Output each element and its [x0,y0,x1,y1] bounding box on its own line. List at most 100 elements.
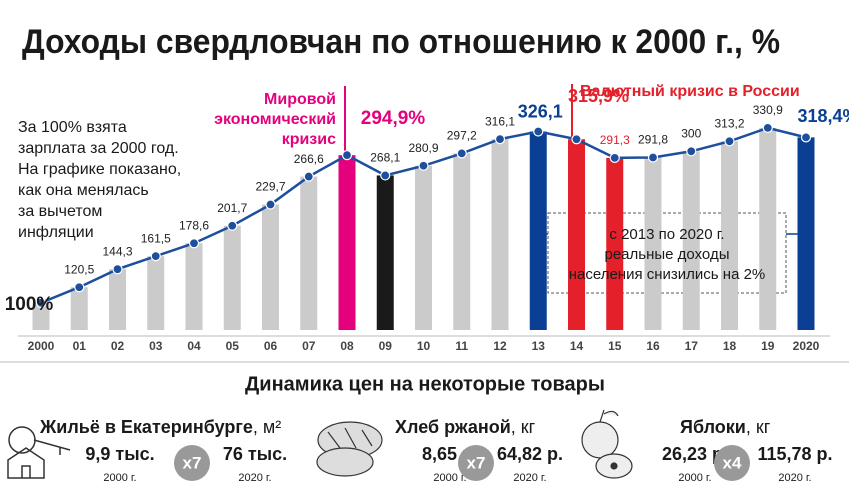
x-tick-label: 11 [455,339,468,353]
apple-icon [582,410,632,478]
goods-name-text: Хлеб ржаной [395,417,511,437]
point [725,137,734,146]
bar [186,243,203,330]
crisis-annotation: экономический [214,111,336,128]
note-line: инфляции [18,224,94,241]
value-label: 291,3 [600,133,630,147]
price-from: 9,9 тыс. [85,444,154,464]
goods-name: Яблоки, кг [680,417,771,437]
value-label: 318,4% [797,106,849,126]
factor: x4 [723,453,742,472]
value-label: 316,1 [485,114,515,128]
x-tick-label: 01 [73,339,87,353]
box-line: населения снизились на 2% [569,266,766,283]
goods-unit: , кг [746,417,771,437]
x-tick-label: 12 [493,339,507,353]
value-label: 201,7 [217,201,247,215]
x-tick-label: 05 [226,339,240,353]
x-tick-label: 07 [302,339,316,353]
bread-icon [317,422,382,476]
value-label: 280,9 [408,141,438,155]
x-tick-label: 03 [149,339,163,353]
currency-annotation: Валютный кризис в России [580,83,800,100]
crisis-annotation: Мировой [264,91,336,108]
bar [530,132,547,330]
note-line: За 100% взята [18,119,127,136]
value-label: 297,2 [447,129,477,143]
bar [339,155,356,330]
point [266,200,275,209]
value-label: 144,3 [102,244,132,258]
goods-name-text: Яблоки [680,417,746,437]
x-tick-label: 14 [570,339,584,353]
factor: x7 [183,453,202,472]
bar [568,139,585,330]
goods-title: Динамика цен на некоторые товары [245,373,605,395]
value-label: 326,1 [518,101,563,121]
x-tick-label: 15 [608,339,622,353]
point [419,161,428,170]
x-tick-label: 06 [264,339,278,353]
bar [377,175,394,330]
value-label: 100% [5,294,54,315]
value-label: 294,9% [361,108,426,129]
goods-name: Жильё в Екатеринбурге, м² [39,417,281,437]
x-tick-label: 17 [685,339,699,353]
value-label: 229,7 [255,180,285,194]
note-line: за вычетом [18,203,102,220]
goods-unit: , м² [253,417,281,437]
x-tick-label: 08 [340,339,354,353]
point [304,172,313,181]
point [802,133,811,142]
bar [224,226,241,330]
bar [109,269,126,330]
bar [262,205,279,330]
point [649,153,658,162]
price-to: 64,82 р. [497,444,563,464]
bar [453,153,470,330]
value-label: 300 [681,126,701,140]
bar [147,256,164,330]
point [190,239,199,248]
note-line: зарплата за 2000 год. [18,140,179,157]
bar [798,137,815,330]
box-line: с 2013 по 2020 г. [609,226,724,243]
value-label: 291,8 [638,133,668,147]
value-label: 268,1 [370,151,400,165]
x-tick-label: 2020 [793,339,820,353]
value-label: 161,5 [141,231,171,245]
value-label: 330,9 [753,103,783,117]
value-label: 313,2 [714,116,744,130]
price-to: 115,78 р. [757,444,832,464]
point [228,221,237,230]
bar [300,177,317,330]
year-to: 2020 г. [778,472,811,484]
year-to: 2020 г. [238,472,271,484]
bar [606,158,623,330]
bar [415,166,432,330]
crisis-annotation: кризис [282,131,336,148]
point [381,171,390,180]
chart-title: Доходы свердловчан по отношению к 2000 г… [22,23,780,61]
x-tick-label: 09 [379,339,393,353]
year-from: 2000 г. [678,472,711,484]
note-line: как она менялась [18,182,149,199]
box-line: реальные доходы [605,246,730,263]
point [610,153,619,162]
x-tick-label: 16 [646,339,660,353]
point [496,135,505,144]
price-to: 76 тыс. [223,444,287,464]
goods-name: Хлеб ржаной, кг [395,417,536,437]
point [457,149,466,158]
goods-name-text: Жильё в Екатеринбурге [39,417,253,437]
value-label: 266,6 [294,152,324,166]
x-tick-label: 10 [417,339,431,353]
x-tick-label: 2000 [28,339,55,353]
infographic: Доходы свердловчан по отношению к 2000 г… [0,0,849,495]
point [572,135,581,144]
x-tick-label: 04 [187,339,201,353]
x-tick-label: 18 [723,339,737,353]
value-label: 178,6 [179,218,209,232]
point [75,283,84,292]
year-to: 2020 г. [513,472,546,484]
